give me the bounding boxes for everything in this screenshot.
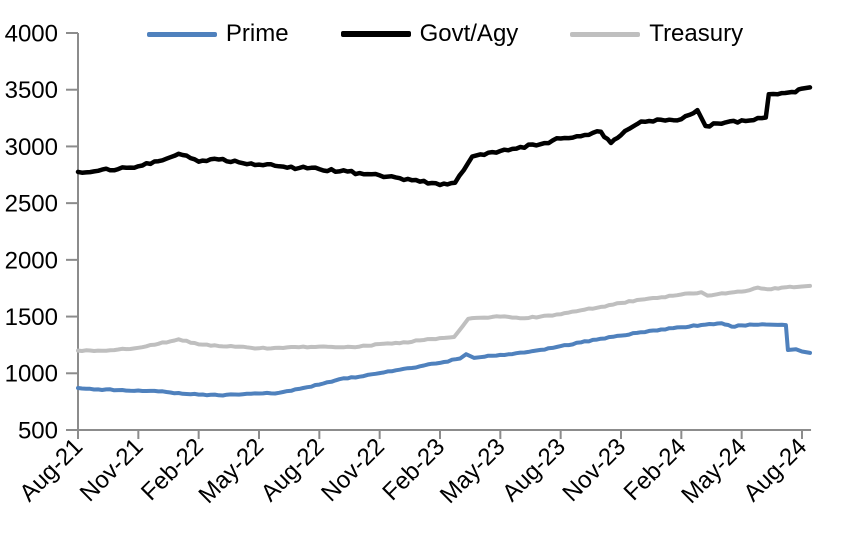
series-line-prime	[76, 321, 812, 398]
chart-legend: Prime Govt/Agy Treasury	[78, 18, 812, 50]
y-tick-label: 2000	[5, 247, 58, 274]
series-line-govt-agy	[75, 85, 813, 188]
legend-label-prime: Prime	[225, 20, 289, 47]
legend-line-swatch-treasury	[570, 31, 641, 37]
y-tick-label: 3000	[5, 134, 58, 161]
series-line-treasury	[76, 283, 812, 353]
y-tick-label: 4000	[5, 20, 58, 47]
x-tick-label: May-24	[676, 433, 752, 509]
x-tick-label: Aug-23	[497, 433, 571, 507]
legend-label-govt-agy: Govt/Agy	[419, 20, 519, 47]
y-tick-label: 1500	[5, 304, 58, 331]
y-tick-label: 1000	[5, 361, 58, 388]
x-tick-label: Nov-21	[75, 433, 149, 507]
x-tick-label: Aug-22	[256, 433, 330, 507]
legend-item-prime: Prime	[146, 20, 289, 47]
legend-line-swatch-govt-agy	[340, 31, 411, 37]
legend-line-swatch-prime	[146, 31, 217, 37]
x-tick-label: May-23	[435, 433, 511, 509]
y-tick-label: 2500	[5, 191, 58, 218]
x-tick-label: May-22	[194, 433, 270, 509]
x-tick-label: Nov-22	[316, 433, 390, 507]
legend-item-govt-agy: Govt/Agy	[340, 20, 519, 47]
legend-item-treasury: Treasury	[570, 22, 743, 46]
legend-label-treasury: Treasury	[649, 20, 744, 47]
x-tick-label: Nov-23	[557, 433, 631, 507]
y-tick-label: 3500	[5, 77, 58, 104]
x-tick-label: Aug-24	[738, 433, 812, 507]
y-tick-label: 500	[18, 417, 58, 444]
